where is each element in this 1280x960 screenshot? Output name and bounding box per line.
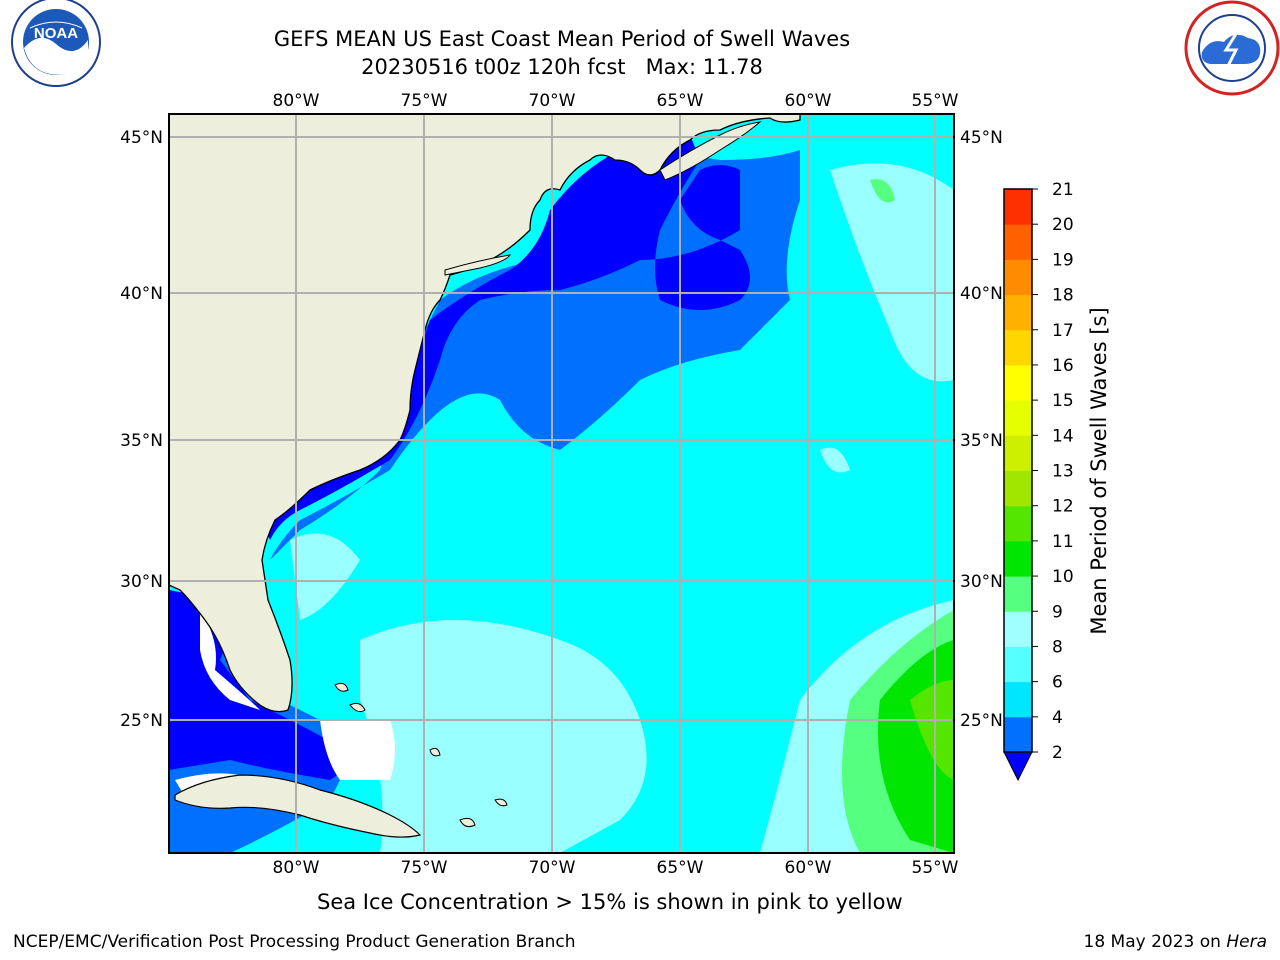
colorbar-segment (1004, 435, 1032, 471)
noaa-logo-text: NOAA (34, 25, 78, 42)
lon-label-bottom: 55°W (912, 858, 959, 878)
colorbar-segment (1004, 294, 1032, 331)
lat-label-right: 25°N (960, 711, 1003, 731)
lon-label-bottom: 75°W (401, 858, 448, 878)
colorbar-segment (1004, 646, 1032, 683)
map-frame (168, 113, 955, 854)
colorbar-segment (1004, 189, 1032, 225)
lon-label-top: 60°W (785, 91, 832, 111)
lat-label-right: 35°N (960, 431, 1003, 451)
map-area (169, 114, 954, 853)
footer-date-text: 18 May 2023 on (1083, 932, 1227, 952)
colorbar-tick-label: 9 (1052, 602, 1063, 622)
colorbar-segment (1004, 716, 1032, 753)
colorbar-tick-label: 21 (1052, 180, 1074, 200)
colorbar-segment (1004, 329, 1032, 366)
chart-subtitle: 20230516 t00z 120h fcst Max: 11.78 (361, 55, 763, 79)
colorbar-tick-label: 12 (1052, 497, 1074, 517)
lat-label-right: 30°N (960, 572, 1003, 592)
lat-label-left: 45°N (120, 128, 163, 148)
swell-zone-4s (169, 150, 800, 853)
colorbar-tick-label: 20 (1052, 215, 1074, 235)
lat-label-left: 30°N (120, 572, 163, 592)
colorbar-tick-label: 4 (1052, 708, 1063, 728)
colorbar-tick-label: 6 (1052, 673, 1063, 693)
lon-label-bottom: 70°W (529, 858, 576, 878)
colorbar-segment (1004, 611, 1032, 647)
colorbar-tick-label: 18 (1052, 286, 1074, 306)
lon-label-top: 65°W (657, 91, 704, 111)
lon-label-top: 55°W (912, 91, 959, 111)
footer-host: Hera (1226, 932, 1267, 952)
lon-label-bottom: 60°W (785, 858, 832, 878)
colorbar-tick-label: 10 (1052, 567, 1074, 587)
colorbar-tick-label: 15 (1052, 391, 1074, 411)
noaa-logo: NOAA (11, 0, 101, 87)
colorbar-under-arrow (1003, 751, 1033, 782)
lat-label-right: 45°N (960, 128, 1003, 148)
lon-label-top: 80°W (273, 91, 320, 111)
colorbar-segment (1004, 224, 1032, 260)
land-long-island (444, 254, 512, 276)
colorbar-segment (1004, 576, 1032, 612)
lon-label-top: 75°W (401, 91, 448, 111)
colorbar-tick-label: 19 (1052, 250, 1074, 270)
colorbar-segment (1004, 259, 1032, 296)
missing-data-patch (175, 610, 395, 805)
colorbar-segment (1004, 400, 1032, 436)
colorbar-tick-label: 14 (1052, 426, 1074, 446)
lat-label-left: 35°N (120, 431, 163, 451)
swell-zone-8s (290, 163, 954, 853)
colorbar-segment (1004, 505, 1032, 542)
colorbar-segment (1004, 470, 1032, 507)
colorbar-tick-label: 16 (1052, 356, 1074, 376)
colorbar-tick-label: 13 (1052, 462, 1074, 482)
land-cuba (174, 774, 422, 838)
lon-label-bottom: 80°W (273, 858, 320, 878)
colorbar-tick-label: 11 (1052, 532, 1074, 552)
colorbar-segment (1004, 540, 1032, 577)
nws-logo (1184, 0, 1280, 96)
footer-credit: NCEP/EMC/Verification Post Processing Pr… (13, 932, 576, 952)
lon-label-bottom: 65°W (657, 858, 704, 878)
land-bahamas (334, 682, 508, 828)
sea-ice-note: Sea Ice Concentration > 15% is shown in … (317, 890, 903, 914)
lat-label-right: 40°N (960, 284, 1003, 304)
colorbar-segment (1004, 364, 1032, 401)
colorbar-tick-label: 17 (1052, 321, 1074, 341)
chart-title: GEFS MEAN US East Coast Mean Period of S… (273, 27, 851, 51)
lat-label-left: 40°N (120, 284, 163, 304)
colorbar-label: Mean Period of Swell Waves [s] (1087, 307, 1111, 634)
colorbar-tick-label: 2 (1052, 743, 1063, 763)
swell-zone-11s (910, 680, 954, 780)
gridlines (169, 114, 954, 853)
footer-date: 18 May 2023 on Hera (1084, 932, 1268, 952)
swell-zone-2s (169, 135, 750, 780)
colorbar: 2 4 6 8 9 10 11 12 13 14 15 16 17 18 19 20 21 (1003, 180, 1074, 782)
lat-label-left: 25°N (120, 711, 163, 731)
lon-label-top: 70°W (529, 91, 576, 111)
colorbar-segment (1004, 681, 1032, 718)
colorbar-tick-label: 8 (1052, 637, 1063, 657)
